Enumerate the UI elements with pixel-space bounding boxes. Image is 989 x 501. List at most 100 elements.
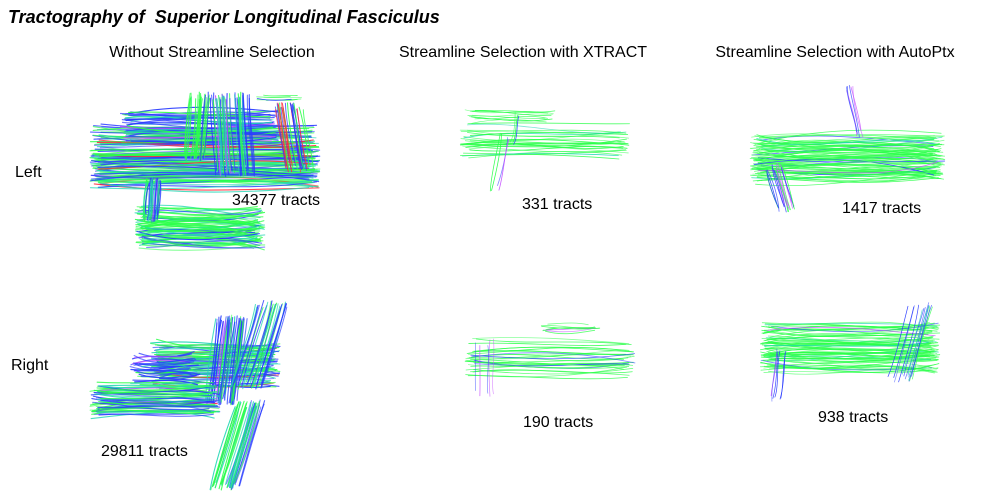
fiber-streamline [230,405,258,488]
fiber-streamline [768,323,933,332]
fiber-streamline [291,105,303,169]
fiber-streamline [750,172,942,178]
fiber-streamline [185,92,192,162]
fiber-streamline [547,322,589,326]
fiber-streamline [758,157,944,164]
fiber-streamline [473,359,625,363]
fiber-streamline [96,381,214,384]
fiber-streamline [848,84,860,138]
fiber-streamline [754,135,935,146]
fiber-streamline [229,97,236,171]
fiber-streamline [768,337,933,345]
fiber-streamline [284,102,296,167]
fiber-streamline [220,402,247,491]
fiber-streamline [256,98,292,101]
fiber-streamline [472,337,630,345]
fiber-streamline [221,314,233,400]
fiber-streamline [242,92,249,171]
fiber-streamline [260,302,287,389]
fiber-streamline [467,132,620,139]
fiber-streamline [468,151,623,159]
fiber-streamline [135,232,257,240]
fiber-streamline [213,401,240,486]
fiber-streamline [779,353,786,400]
fiber-streamline [776,163,789,209]
fiber-streamline [224,97,231,173]
fiber-streamline [467,129,624,138]
tractography-left-autoptx [749,84,946,213]
fiber-streamline [185,96,192,159]
fiber-streamline [230,320,242,406]
fiber-streamline [460,129,627,134]
fiber-streamline [777,162,790,211]
fiber-streamline [473,349,626,355]
fiber-streamline [133,354,196,363]
fiber-streamline [901,309,923,375]
fiber-streamline [97,160,311,170]
fiber-streamline [209,97,217,176]
fiber-streamline [203,94,210,159]
fiber-streamline [222,95,229,171]
fiber-streamline [296,108,308,170]
fiber-streamline [232,304,259,386]
fiber-streamline [220,407,247,485]
fiber-streamline [767,335,931,346]
fiber-streamline [464,109,554,115]
fiber-streamline [233,401,260,484]
fiber-streamline [893,306,915,378]
fiber-streamline [155,179,160,218]
fiber-streamline [475,338,632,346]
fiber-streamline [767,340,934,351]
fiber-streamline [761,135,939,145]
column-header-autoptx: Streamline Selection with AutoPtx [715,44,955,61]
fiber-streamline [472,369,633,374]
fiber-streamline [544,329,596,335]
fiber-streamline [898,304,919,383]
fiber-streamline [140,226,261,238]
fiber-streamline [781,165,795,210]
fiber-streamline [769,353,929,360]
fiber-streamline [293,103,305,170]
fiber-streamline [249,304,276,384]
fiber-streamline [492,338,495,395]
fiber-streamline [254,305,281,384]
fiber-streamline [192,94,199,155]
fiber-streamline [766,326,936,337]
fiber-streamline [473,359,630,367]
fiber-streamline [766,169,780,212]
fiber-streamline [97,165,318,177]
fiber-streamline [92,399,220,407]
fiber-streamline [228,317,240,404]
fiber-streamline [911,304,932,377]
fiber-streamline [97,181,318,188]
fiber-streamline [133,355,193,359]
fiber-streamline [468,342,627,346]
fiber-streamline [133,361,195,366]
fiber-streamline [474,109,549,114]
fiber-streamline [246,94,253,173]
fiber-streamline [93,413,214,417]
fiber-streamline [764,342,929,347]
fiber-streamline [242,301,269,390]
fiber-streamline [755,149,940,161]
fiber-streamline [750,145,934,156]
fiber-streamline [772,350,779,399]
fiber-streamline [771,166,785,207]
fiber-streamline [217,315,229,401]
figure-title: Tractography of Superior Longitudinal Fa… [8,7,440,27]
fiber-streamline [139,225,265,230]
fiber-streamline [218,95,225,174]
fiber-streamline [135,232,266,237]
fiber-streamline [136,230,260,241]
fiber-streamline [100,392,213,400]
fiber-streamline [470,353,635,360]
fiber-streamline [908,302,930,378]
fiber-streamline [459,138,627,148]
fiber-streamline [100,392,212,398]
fiber-streamline [232,320,244,402]
fiber-streamline [498,138,510,191]
fiber-streamline [256,96,291,98]
fiber-streamline [212,403,239,487]
fiber-streamline [155,349,270,353]
fiber-streamline [912,306,933,380]
